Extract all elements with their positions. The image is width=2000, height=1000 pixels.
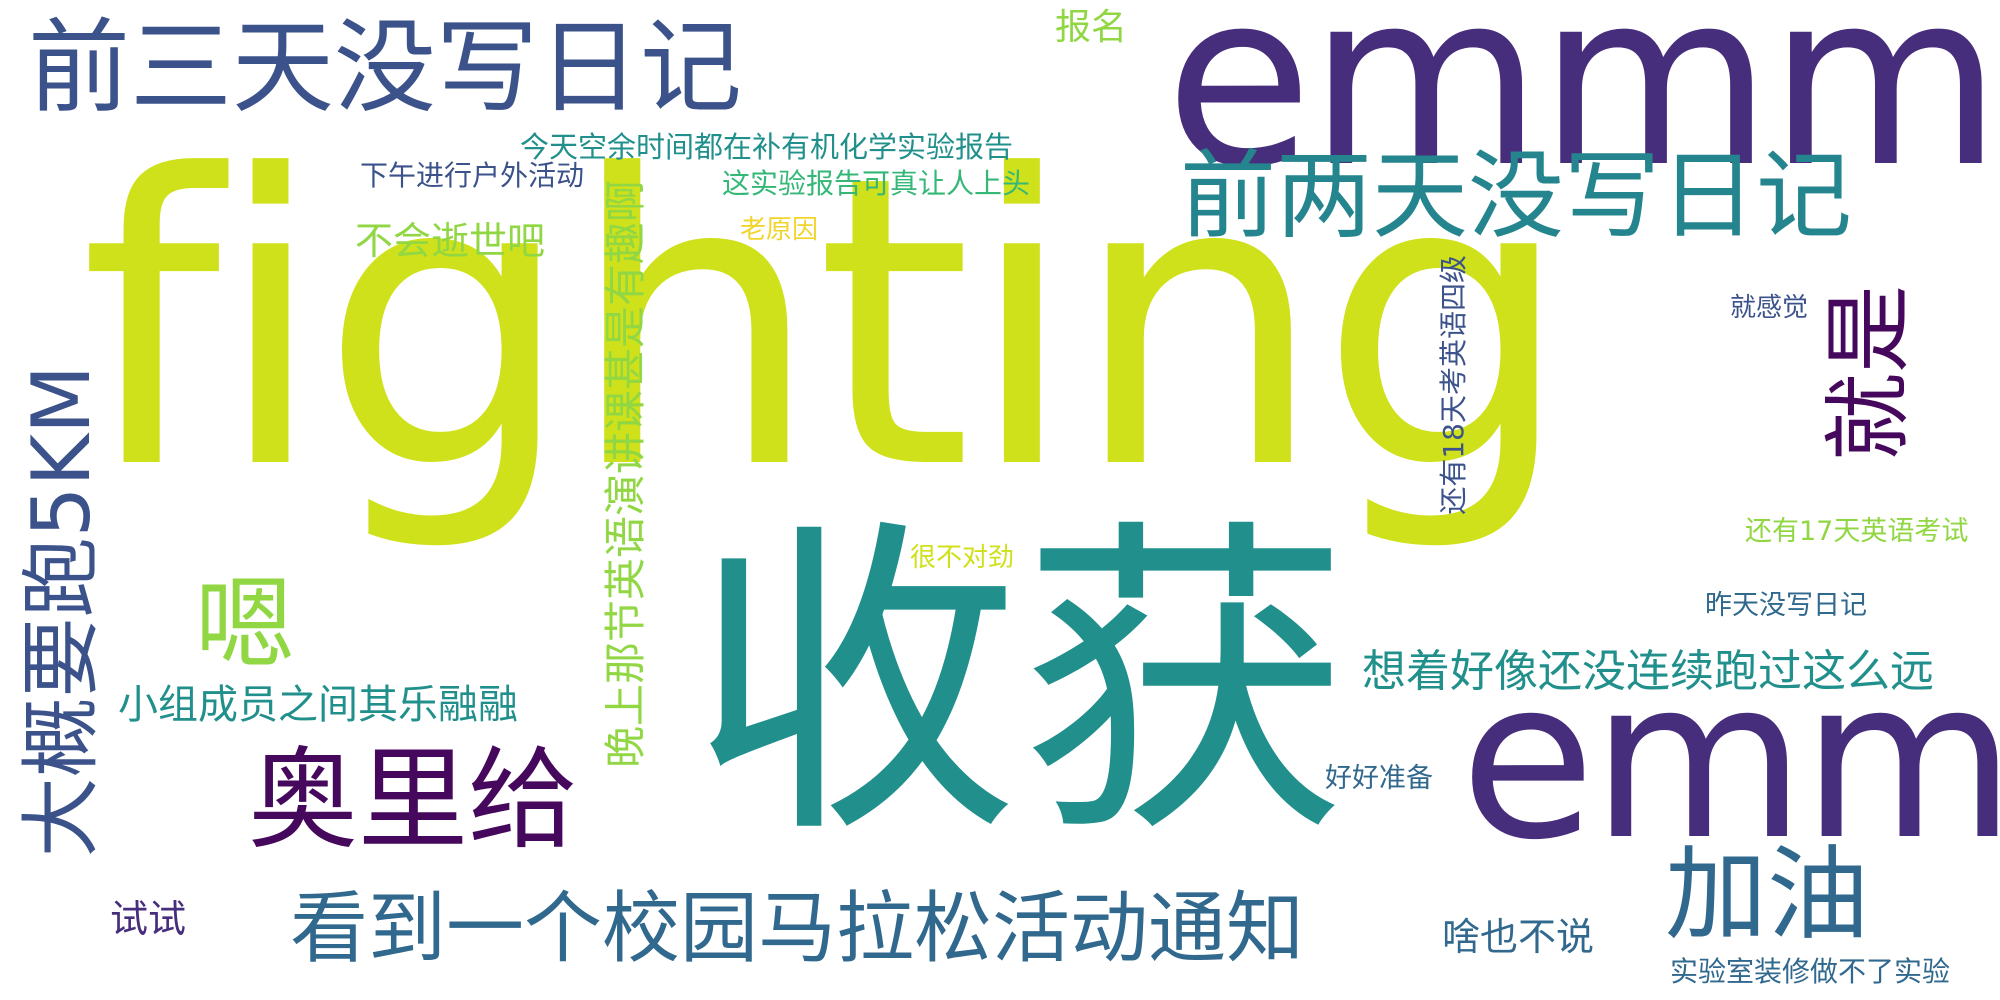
word-shishi: 试试 xyxy=(110,897,187,941)
word-kandao-marathon: 看到一个校园马拉松活动通知 xyxy=(290,884,1305,974)
word-haiyou-17: 还有17天英语考试 xyxy=(1745,516,1969,547)
word-qian-liang-tian: 前两天没写日记 xyxy=(1180,140,1852,252)
word-xiaozu: 小组成员之间其乐融融 xyxy=(118,682,518,728)
word-fighting: fighting xyxy=(80,92,1573,557)
word-shouhuo: 收获 xyxy=(690,493,1350,877)
word-henbuduijin: 很不对劲 xyxy=(910,543,1015,573)
word-en: 嗯 xyxy=(195,566,295,683)
word-buhui-shishi: 不会逝世吧 xyxy=(355,219,546,263)
word-aoligei: 奥里给 xyxy=(248,736,578,864)
word-zhe-shiyan: 这实验报告可真让人上头 xyxy=(722,167,1031,200)
word-shiyanshi: 实验室装修做不了实验 xyxy=(1670,955,1951,988)
word-qian-san-tian: 前三天没写日记 xyxy=(28,9,742,128)
word-baoming: 报名 xyxy=(1055,7,1128,48)
word-zuotian: 昨天没写日记 xyxy=(1705,590,1867,621)
word-jiuganjue: 就感觉 xyxy=(1730,293,1809,323)
word-jiushi: 就是 xyxy=(1817,285,1920,462)
word-haohao-zhunbei: 好好准备 xyxy=(1325,763,1433,794)
word-jintian-report: 今天空余时间都在补有机化学实验报告 xyxy=(520,130,1014,164)
word-haiyou-18: 还有18天考英语四级 xyxy=(1437,255,1470,515)
word-emmmm: emmmm xyxy=(1165,0,2000,220)
word-xiangzhe: 想着好像还没连续跑过这么远 xyxy=(1362,646,1934,697)
word-xiawu-huwai: 下午进行户外活动 xyxy=(360,159,585,192)
word-emm: emm xyxy=(1460,632,2000,888)
word-wanshang-yanjiang: 晚上那节英语演讲课甚是有趣啊 xyxy=(601,180,650,769)
word-jiayou: 加油 xyxy=(1665,836,1869,955)
word-dagai-5km: 大概要跑5KM xyxy=(15,365,108,858)
word-laoyuanyin: 老原因 xyxy=(740,215,819,245)
word-shaye-bushuo: 啥也不说 xyxy=(1442,915,1595,959)
